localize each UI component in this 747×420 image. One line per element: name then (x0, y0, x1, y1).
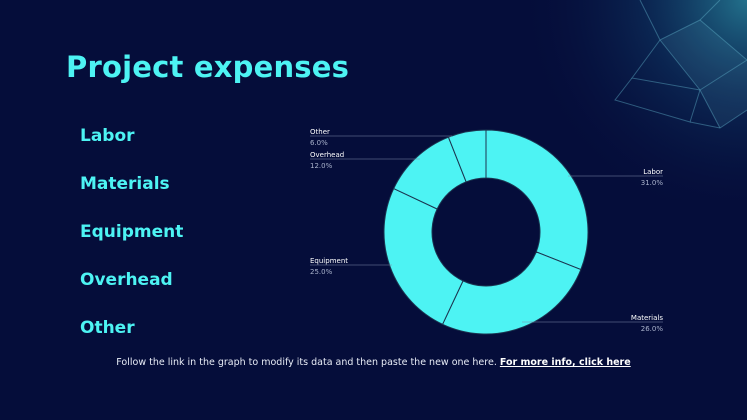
slice-value-labor: 31.0% (641, 179, 664, 187)
donut-slice-labor[interactable] (485, 129, 589, 271)
category-label-equipment: Equipment (80, 222, 184, 242)
slice-label-labor: Labor (643, 168, 663, 176)
slice-value-other: 6.0% (310, 139, 328, 147)
category-label-overhead: Overhead (80, 270, 173, 290)
donut-slice-equipment[interactable] (383, 187, 464, 325)
category-label-materials: Materials (80, 174, 170, 194)
donut-slice-other[interactable] (447, 129, 487, 183)
footer-note: Follow the link in the graph to modify i… (0, 357, 747, 368)
slice-value-overhead: 12.0% (310, 162, 333, 170)
slice-value-equipment: 25.0% (310, 268, 333, 276)
donut-slice-materials[interactable] (441, 251, 582, 335)
slice-label-equipment: Equipment (310, 257, 348, 265)
slice-label-materials: Materials (631, 314, 663, 322)
more-info-link[interactable]: For more info, click here (499, 357, 631, 368)
category-label-other: Other (80, 318, 135, 338)
slice-value-materials: 26.0% (641, 325, 664, 333)
footer-text: Follow the link in the graph to modify i… (116, 357, 497, 368)
slice-label-overhead: Overhead (310, 151, 344, 159)
page-title: Project expenses (66, 50, 350, 84)
slice-label-other: Other (310, 128, 330, 136)
category-list: Labor Materials Equipment Overhead Other (80, 124, 183, 364)
category-label-labor: Labor (80, 126, 135, 146)
